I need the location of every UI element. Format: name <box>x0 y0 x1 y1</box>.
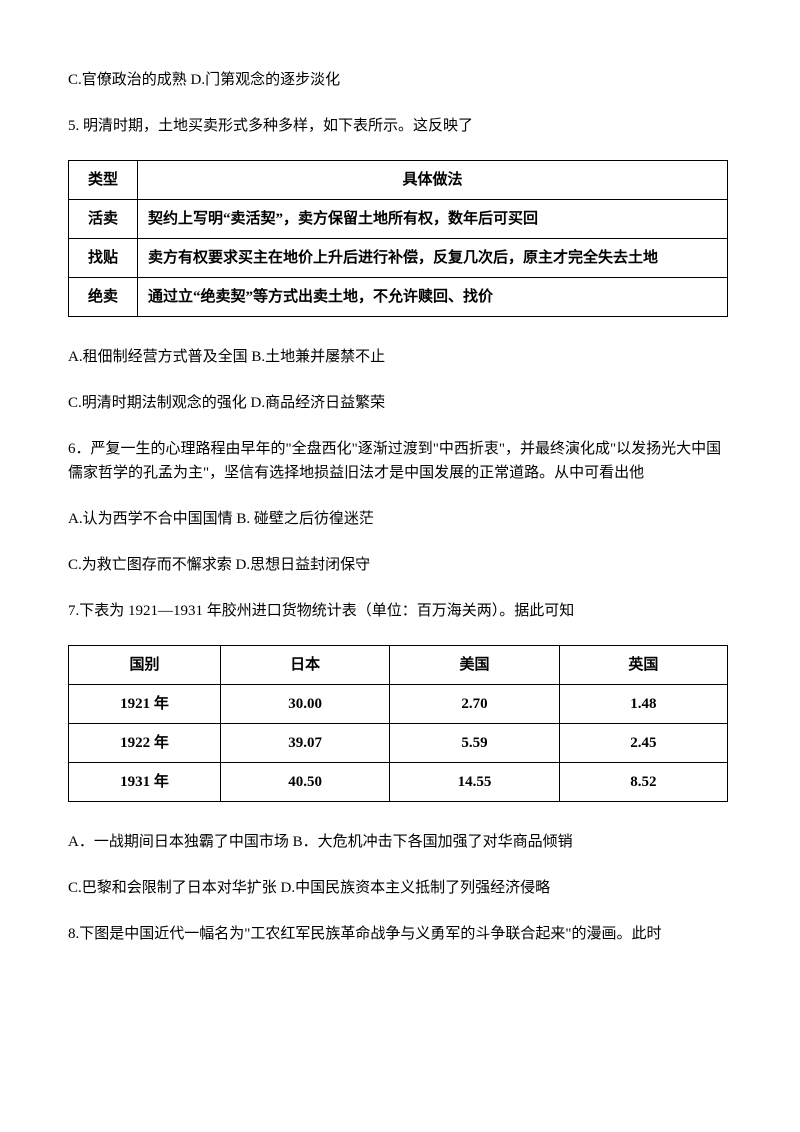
table-cell: 1922 年 <box>69 724 221 763</box>
table-import-stats: 国别 日本 美国 英国 1921 年 30.00 2.70 1.48 1922 … <box>68 645 728 802</box>
table-cell: 找贴 <box>69 239 138 278</box>
table-cell: 1931 年 <box>69 763 221 802</box>
table-row: 1921 年 30.00 2.70 1.48 <box>69 685 728 724</box>
table-cell: 卖方有权要求买主在地价上升后进行补偿，反复几次后，原主才完全失去土地 <box>138 239 728 278</box>
table-cell: 8.52 <box>559 763 727 802</box>
table-row: 1931 年 40.50 14.55 8.52 <box>69 763 728 802</box>
table-cell: 活卖 <box>69 200 138 239</box>
table-row: 国别 日本 美国 英国 <box>69 646 728 685</box>
table-cell: 2.45 <box>559 724 727 763</box>
option-line-ab-5: A.租佃制经营方式普及全国 B.土地兼并屡禁不止 <box>68 345 732 369</box>
question-6: 6．严复一生的心理路程由早年的"全盘西化"逐渐过渡到"中西折衷"，并最终演化成"… <box>68 437 732 485</box>
option-line-cd-5: C.明清时期法制观念的强化 D.商品经济日益繁荣 <box>68 391 732 415</box>
table-cell: 契约上写明“卖活契”，卖方保留土地所有权，数年后可买回 <box>138 200 728 239</box>
table-row: 类型 具体做法 <box>69 161 728 200</box>
question-8: 8.下图是中国近代一幅名为"工农红军民族革命战争与义勇军的斗争联合起来"的漫画。… <box>68 922 732 946</box>
table-row: 绝卖 通过立“绝卖契”等方式出卖土地，不允许赎回、找价 <box>69 278 728 317</box>
table-cell: 2.70 <box>390 685 559 724</box>
option-line-ab-7: A．一战期间日本独霸了中国市场 B．大危机冲击下各国加强了对华商品倾销 <box>68 830 732 854</box>
table-header-type: 类型 <box>69 161 138 200</box>
table-cell: 绝卖 <box>69 278 138 317</box>
table-row: 找贴 卖方有权要求买主在地价上升后进行补偿，反复几次后，原主才完全失去土地 <box>69 239 728 278</box>
table-header: 英国 <box>559 646 727 685</box>
option-line-cd-6: C.为救亡图存而不懈求索 D.思想日益封闭保守 <box>68 553 732 577</box>
table-cell: 30.00 <box>220 685 389 724</box>
table-cell: 1921 年 <box>69 685 221 724</box>
question-5: 5. 明清时期，土地买卖形式多种多样，如下表所示。这反映了 <box>68 114 732 138</box>
table-cell: 通过立“绝卖契”等方式出卖土地，不允许赎回、找价 <box>138 278 728 317</box>
table-header: 国别 <box>69 646 221 685</box>
table-land-sale: 类型 具体做法 活卖 契约上写明“卖活契”，卖方保留土地所有权，数年后可买回 找… <box>68 160 728 317</box>
option-line-ab-6: A.认为西学不合中国国情 B. 碰壁之后彷徨迷茫 <box>68 507 732 531</box>
table-row: 1922 年 39.07 5.59 2.45 <box>69 724 728 763</box>
table-cell: 14.55 <box>390 763 559 802</box>
table-cell: 5.59 <box>390 724 559 763</box>
option-line-cd: C.官僚政治的成熟 D.门第观念的逐步淡化 <box>68 68 732 92</box>
document-page: C.官僚政治的成熟 D.门第观念的逐步淡化 5. 明清时期，土地买卖形式多种多样… <box>0 0 800 1008</box>
table-row: 活卖 契约上写明“卖活契”，卖方保留土地所有权，数年后可买回 <box>69 200 728 239</box>
question-7: 7.下表为 1921—1931 年胶州进口货物统计表（单位：百万海关两）。据此可… <box>68 599 732 623</box>
option-line-cd-7: C.巴黎和会限制了日本对华扩张 D.中国民族资本主义抵制了列强经济侵略 <box>68 876 732 900</box>
table-header: 美国 <box>390 646 559 685</box>
table-cell: 1.48 <box>559 685 727 724</box>
table-header-detail: 具体做法 <box>138 161 728 200</box>
table-header: 日本 <box>220 646 389 685</box>
table-cell: 40.50 <box>220 763 389 802</box>
table-cell: 39.07 <box>220 724 389 763</box>
